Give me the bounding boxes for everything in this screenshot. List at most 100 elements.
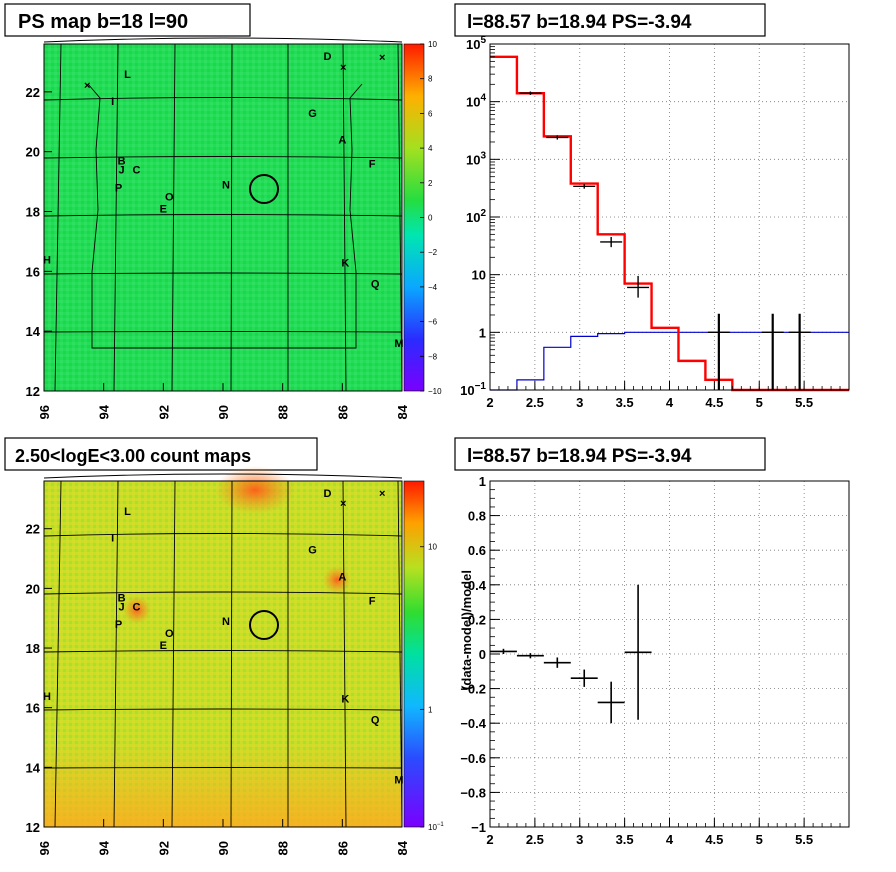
count-map-panel: 2.50<logE<3.00 count maps D L I G A F BJ C N P OE H…	[4, 437, 444, 855]
colorbar-tick-label-4: 2	[428, 179, 433, 188]
residual-y-tick-label-1: 0.8	[468, 509, 486, 524]
colorbar-tick-label-0: 10	[428, 40, 437, 49]
source-label-I: I	[111, 96, 114, 108]
x-tick-label-4: 88	[276, 405, 291, 419]
count-map-sources: D L I G A F BJ C N P OE H K Q M	[43, 488, 404, 786]
count-map-hotspot-top	[215, 466, 295, 514]
colorbar-tick-label-1: 1	[428, 705, 433, 714]
x-tick-label-2: 92	[156, 405, 171, 419]
y-tick-label-1: 14	[26, 324, 41, 339]
residual-grid	[489, 480, 849, 828]
x-tick-label-4: 88	[276, 841, 291, 855]
source-label-G: G	[308, 545, 317, 557]
y-tick-label-3: 18	[26, 641, 40, 656]
spectrum-y-ticks: 10−1 1 10 102 103 104 105	[460, 35, 500, 398]
spectrum-x-tick-label-0: 2	[486, 395, 493, 410]
residual-panel: l=88.57 b=18.94 PS=-3.94 2 2.5 3 3.5 4 4.5 5 5.…	[454, 437, 850, 847]
residual-y-tick-label-0: 1	[479, 474, 486, 489]
source-label-P: P	[115, 619, 122, 631]
residual-y-ticks: 1 0.8 0.6 0.4 0.2 0 −0.2 −0.4 −0.6 −0.8 −1	[460, 474, 500, 835]
spectrum-panel: l=88.57 b=18.94 PS=-3.94 2 2.5 3 3.5 4 4.5 5 5.…	[454, 3, 850, 410]
spectrum-y-tick-label-3: 102	[466, 208, 486, 225]
x-tick-label-0: 96	[37, 841, 52, 855]
spectrum-x-tick-label-2: 3	[576, 395, 583, 410]
ps-map-grid	[43, 37, 403, 392]
count-map-x-ticks: 96 94 92 90 88 86 84	[37, 819, 410, 855]
spectrum-y-tick-label-1: 1	[479, 325, 486, 340]
source-label-F: F	[369, 595, 376, 607]
ps-map-sources: D L I G A F BJ C N P OE H K Q M	[43, 51, 404, 350]
residual-x-tick-label-0: 2	[486, 832, 493, 847]
spectrum-title-box	[454, 3, 766, 37]
residual-y-tick-label-2: 0.6	[468, 543, 486, 558]
y-tick-label-3: 18	[26, 205, 40, 220]
x-tick-label-5: 86	[335, 405, 350, 419]
count-map-title-box	[4, 437, 318, 471]
residual-y-axis-label: (data-model)/model	[459, 570, 474, 690]
y-tick-label-5: 22	[26, 85, 40, 100]
source-label-A: A	[338, 571, 346, 583]
ps-map-plot-area	[44, 44, 402, 391]
spectrum-x-tick-label-1: 2.5	[526, 395, 544, 410]
source-label-D: D	[323, 488, 331, 500]
x-tick-label-3: 90	[216, 841, 231, 855]
source-label-Q: Q	[371, 278, 380, 290]
residual-x-tick-label-5: 4.5	[705, 832, 723, 847]
count-map-y-ticks: 12 14 16 18 20 22	[26, 522, 52, 835]
ps-map-title: PS map b=18 l=90	[18, 11, 188, 33]
count-map-hotspot-a	[323, 566, 351, 594]
source-label-K: K	[341, 694, 349, 706]
y-tick-label-2: 16	[26, 701, 40, 716]
ps-map-cross-marker-1: ×	[340, 62, 346, 74]
colorbar-tick-label-8: −6	[428, 318, 438, 327]
source-label-E: E	[160, 204, 167, 216]
y-tick-label-0: 12	[26, 820, 40, 835]
x-tick-label-5: 86	[335, 841, 350, 855]
count-map-colorbar-ticks: 10 1 10−1	[420, 543, 444, 832]
residual-y-tick-label-6: −0.2	[460, 682, 486, 697]
source-label-N: N	[222, 616, 230, 628]
y-tick-label-4: 20	[26, 581, 40, 596]
source-label-L: L	[124, 69, 131, 81]
residual-y-tick-label-8: −0.6	[460, 751, 486, 766]
source-label-L: L	[124, 506, 131, 518]
spectrum-x-tick-label-3: 3.5	[616, 395, 634, 410]
ps-map-x-ticks: 96 94 92 90 88 86 84	[37, 383, 410, 419]
y-tick-label-1: 14	[26, 760, 41, 775]
spectrum-y-tick-label-6: 105	[466, 35, 486, 52]
source-label-B: B	[118, 156, 126, 168]
count-map-bottom-emission	[44, 740, 402, 827]
source-label-C: C	[133, 165, 141, 177]
source-label-Q: Q	[371, 715, 380, 727]
spectrum-y-tick-label-5: 104	[466, 93, 486, 110]
residual-x-tick-label-1: 2.5	[526, 832, 544, 847]
count-map-title: 2.50<logE<3.00 count maps	[15, 446, 251, 466]
y-tick-label-2: 16	[26, 264, 40, 279]
x-tick-label-6: 84	[395, 404, 410, 419]
residual-y-tick-label-4: 0.2	[468, 612, 486, 627]
ps-map-colorbar-ticks: 10 8 6 4 2 0 −2 −4 −6 −8 −10	[420, 40, 442, 396]
colorbar-tick-label-3: 4	[428, 144, 433, 153]
count-map-target-circle	[249, 610, 279, 640]
colorbar-tick-label-7: −4	[428, 283, 438, 292]
count-map-cross-marker-2: ×	[379, 488, 385, 500]
colorbar-tick-label-2: 6	[428, 109, 433, 118]
spectrum-x-ticks: 2 2.5 3 3.5 4 4.5 5 5.5	[486, 381, 841, 410]
source-label-K: K	[341, 257, 349, 269]
x-tick-label-6: 84	[395, 840, 410, 855]
y-tick-label-4: 20	[26, 145, 40, 160]
source-label-M: M	[394, 338, 403, 350]
y-tick-label-0: 12	[26, 384, 40, 399]
source-label-B: B	[118, 592, 126, 604]
residual-x-tick-label-3: 3.5	[616, 832, 634, 847]
source-label-M: M	[394, 774, 403, 786]
source-label-D: D	[323, 51, 331, 63]
spectrum-x-tick-label-4: 4	[666, 395, 674, 410]
count-map-cross-marker-1: ×	[340, 498, 346, 510]
colorbar-tick-label-2: 10−1	[428, 822, 444, 832]
colorbar-tick-label-10: −10	[428, 387, 442, 396]
source-label-H: H	[43, 254, 51, 266]
residual-x-tick-label-7: 5.5	[795, 832, 813, 847]
source-label-I: I	[111, 533, 114, 545]
